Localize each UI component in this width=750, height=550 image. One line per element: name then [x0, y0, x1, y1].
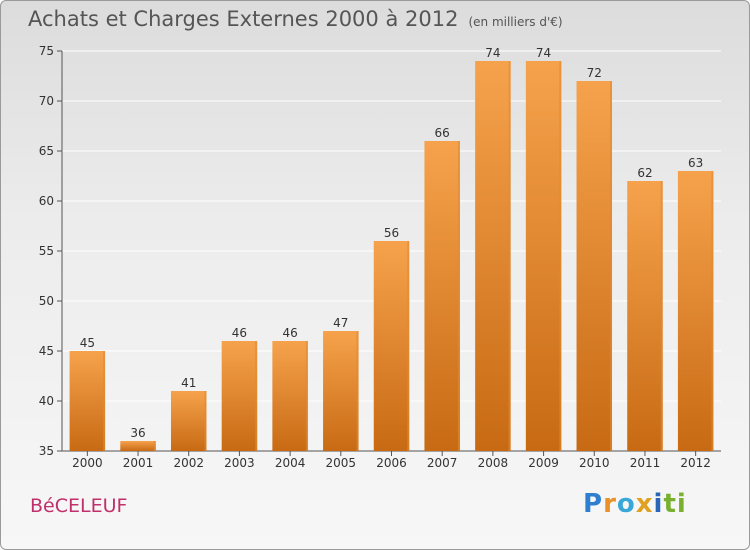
- bar: [627, 181, 663, 451]
- x-tick-label: 2002: [173, 456, 204, 470]
- y-tick-label: 40: [39, 394, 54, 408]
- chart-title: Achats et Charges Externes 2000 à 2012 (e…: [28, 7, 563, 31]
- bar-edge: [153, 441, 156, 451]
- bar-value-label: 72: [587, 66, 602, 80]
- bar-value-label: 46: [232, 326, 247, 340]
- bar-value-label: 47: [333, 316, 348, 330]
- bar-value-label: 66: [435, 126, 450, 140]
- bar-edge: [356, 331, 359, 451]
- bar-edge: [508, 61, 511, 451]
- y-tick-label: 60: [39, 194, 54, 208]
- x-tick-label: 2000: [72, 456, 103, 470]
- bar: [373, 241, 410, 451]
- bar-value-label: 74: [536, 46, 551, 60]
- bar-value-label: 74: [485, 46, 500, 60]
- bar: [677, 171, 714, 451]
- logo-letter: o: [616, 489, 636, 519]
- bar: [170, 391, 207, 451]
- x-tick-label: 2010: [579, 456, 610, 470]
- x-tick-label: 2003: [224, 456, 255, 470]
- bar-edge: [559, 61, 562, 451]
- commune-name: BéCELEUF: [30, 495, 128, 517]
- bar-value-label: 36: [130, 426, 145, 440]
- bar-edge: [407, 241, 410, 451]
- bar-value-label: 46: [282, 326, 297, 340]
- bar-edge: [610, 81, 613, 451]
- chart-title-text: Achats et Charges Externes 2000 à 2012: [28, 7, 459, 31]
- bar: [576, 81, 613, 451]
- bar: [525, 61, 562, 451]
- bar: [475, 61, 511, 451]
- y-tick-label: 50: [39, 294, 54, 308]
- bar-value-label: 56: [384, 226, 399, 240]
- bar: [272, 341, 308, 451]
- bar: [69, 351, 106, 451]
- x-tick-label: 2001: [123, 456, 154, 470]
- logo-letter: P: [583, 489, 604, 519]
- bar-edge: [103, 351, 106, 451]
- bar: [323, 331, 359, 451]
- bar-edge: [305, 341, 308, 451]
- bar-edge: [255, 341, 258, 451]
- bar-value-label: 45: [80, 336, 95, 350]
- x-tick-label: 2011: [630, 456, 661, 470]
- logo-letter: ti: [663, 489, 687, 519]
- bar-value-label: 63: [688, 156, 703, 170]
- y-tick-label: 55: [39, 244, 54, 258]
- y-tick-label: 70: [39, 94, 54, 108]
- x-tick-label: 2008: [478, 456, 509, 470]
- x-tick-label: 2012: [680, 456, 711, 470]
- logo-letter: r: [603, 489, 617, 519]
- bar: [424, 141, 460, 451]
- x-tick-label: 2007: [427, 456, 458, 470]
- proxiti-logo: Proxiti: [583, 489, 687, 519]
- x-tick-label: 2009: [528, 456, 559, 470]
- y-tick-label: 75: [39, 44, 54, 58]
- bar-edge: [711, 171, 714, 451]
- bar: [120, 441, 156, 451]
- bar-edge: [204, 391, 207, 451]
- logo-letter: i: [653, 489, 664, 519]
- bar: [221, 341, 258, 451]
- chart-unit: (en milliers d'€): [468, 15, 563, 29]
- x-tick-label: 2006: [376, 456, 407, 470]
- y-tick-label: 65: [39, 144, 54, 158]
- bar-edge: [457, 141, 460, 451]
- logo-letter: x: [635, 489, 654, 519]
- bar-value-label: 41: [181, 376, 196, 390]
- y-tick-label: 35: [39, 444, 54, 458]
- bar-value-label: 62: [637, 166, 652, 180]
- x-tick-label: 2005: [326, 456, 357, 470]
- bar-edge: [660, 181, 663, 451]
- x-tick-label: 2004: [275, 456, 306, 470]
- y-tick-label: 45: [39, 344, 54, 358]
